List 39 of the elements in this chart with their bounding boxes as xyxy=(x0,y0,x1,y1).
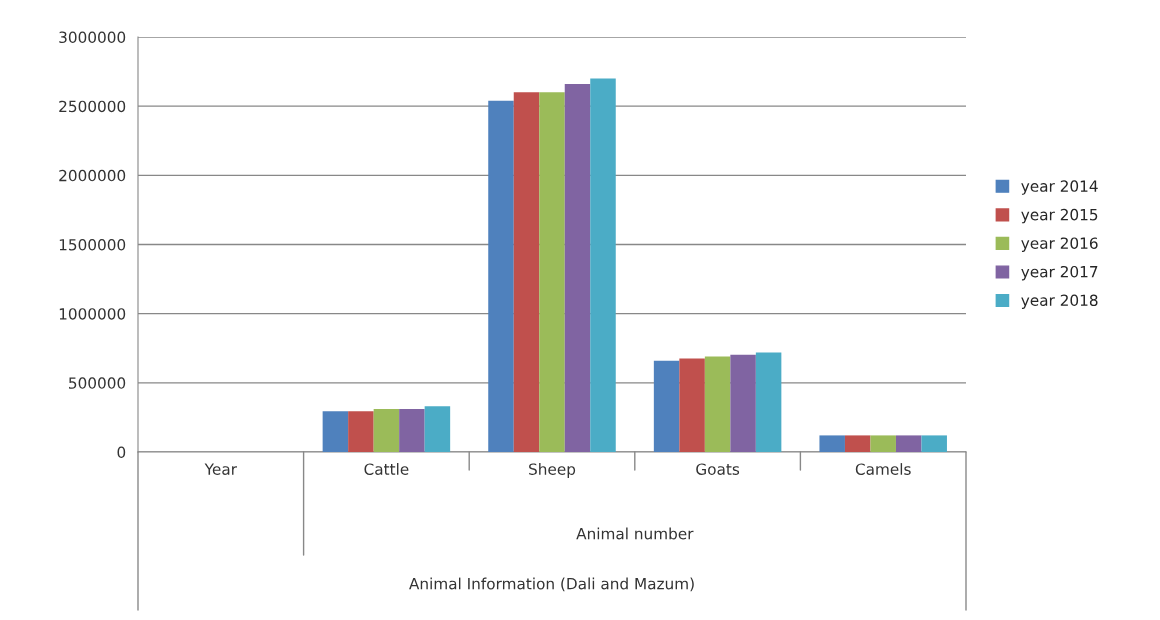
bar xyxy=(373,409,400,452)
legend-label: year 2018 xyxy=(1021,294,1098,309)
bar xyxy=(488,100,514,452)
bar xyxy=(704,356,731,452)
bar xyxy=(539,92,565,452)
bar xyxy=(653,360,680,452)
legend-label: year 2016 xyxy=(1021,237,1098,252)
text: Animal Information (Dali and Mazum) xyxy=(409,577,694,592)
bar xyxy=(424,406,451,452)
bar xyxy=(513,92,540,452)
bar xyxy=(895,435,922,452)
bar xyxy=(844,435,871,452)
x-tick-label: Goats xyxy=(696,463,740,475)
x-tick-label: Sheep xyxy=(529,463,576,478)
bar xyxy=(870,435,896,452)
y-tick-label: 2000000 xyxy=(59,169,126,182)
x-tick-label: Camels xyxy=(855,463,911,475)
y-tick-label: 1000000 xyxy=(59,308,126,320)
y-tick-label: 0 xyxy=(117,446,126,459)
legend-label: year 2014 xyxy=(1021,180,1098,195)
bar xyxy=(755,352,782,452)
y-tick-label: 1500000 xyxy=(59,238,126,251)
x-tick-label: Year xyxy=(204,463,237,475)
y-tick-label: 2500000 xyxy=(59,100,126,113)
bar xyxy=(399,409,425,452)
bar xyxy=(590,78,616,452)
bar xyxy=(730,354,756,452)
bar xyxy=(819,435,845,452)
bar xyxy=(921,435,947,452)
legend-label: year 2017 xyxy=(1021,265,1098,281)
x-tick-label: Cattle xyxy=(364,463,409,475)
bar xyxy=(348,411,374,452)
y-tick-label: 3000000 xyxy=(59,31,126,44)
legend-label: year 2015 xyxy=(1021,208,1098,224)
text: Animal number xyxy=(576,527,694,540)
bar xyxy=(679,358,705,452)
bar xyxy=(564,84,591,452)
y-tick-label: 500000 xyxy=(69,377,126,389)
bar xyxy=(322,411,349,452)
